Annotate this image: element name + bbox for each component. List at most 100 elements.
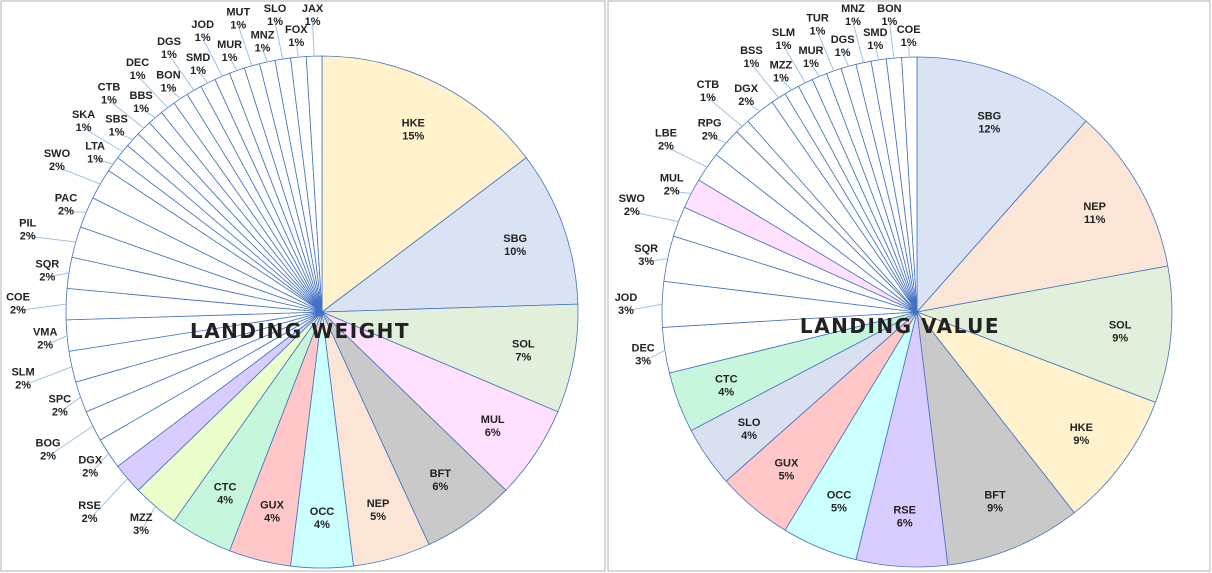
- slice-value: 2%: [82, 513, 98, 525]
- slice-label: JAX 1%: [302, 3, 324, 28]
- leader-line: [89, 478, 128, 520]
- slice-value: 2%: [37, 340, 53, 352]
- slice-label: FOX 1%: [285, 24, 308, 49]
- slice-category: DEC: [632, 343, 655, 355]
- slice-value: 1%: [773, 73, 789, 85]
- slice-value: 1%: [109, 127, 125, 139]
- slice-category: CTC: [214, 481, 237, 493]
- slice-label: MNZ 1%: [251, 29, 275, 54]
- slice-category: SBG: [503, 233, 527, 245]
- slice-category: DGX: [78, 455, 103, 467]
- leader-line: [888, 21, 895, 59]
- slice-value: 9%: [987, 502, 1003, 514]
- slice-label: SLO 1%: [264, 3, 287, 28]
- slice-value: 2%: [10, 305, 26, 317]
- slice-value: 6%: [485, 427, 501, 439]
- leader-line: [262, 48, 268, 63]
- slice-label: BFT 9%: [984, 489, 1006, 514]
- slice-label: SPC 2%: [48, 393, 71, 418]
- slice-category: MUR: [217, 39, 242, 51]
- slice-category: NEP: [1083, 201, 1106, 213]
- slice-label: MZZ 1%: [770, 60, 793, 85]
- slice-label: LTA 1%: [85, 140, 105, 165]
- slice-value: 15%: [402, 131, 424, 143]
- leader-line: [646, 257, 668, 263]
- slice-label: DEC 1%: [126, 57, 149, 82]
- slice-category: CTC: [715, 373, 738, 385]
- leader-line: [312, 21, 315, 57]
- slice-label: BBS 1%: [130, 90, 153, 115]
- pie-slice: [915, 120, 1169, 313]
- slice-category: BBS: [130, 90, 153, 102]
- slice-value: 1%: [835, 47, 851, 59]
- slice-category: MUR: [798, 45, 823, 57]
- slice-label: DGS 1%: [831, 34, 855, 59]
- slice-value: 5%: [370, 511, 386, 523]
- slice-label: SLM 1%: [772, 27, 795, 52]
- leader-line: [665, 146, 708, 168]
- slice-category: OCC: [310, 506, 335, 518]
- leader-line: [642, 349, 666, 363]
- slice-value: 1%: [776, 40, 792, 52]
- slice-label: PAC 2%: [55, 193, 77, 218]
- slice-category: COE: [897, 24, 921, 36]
- leader-line: [47, 425, 94, 457]
- slice-value: 1%: [867, 40, 883, 52]
- slice-category: SOL: [1109, 319, 1132, 331]
- slice-value: 1%: [803, 58, 819, 70]
- slice-category: LTA: [85, 140, 105, 152]
- slice-label: NEP 5%: [367, 498, 390, 523]
- slice-category: SMD: [863, 27, 888, 39]
- leader-line: [237, 25, 253, 66]
- leader-line: [140, 506, 156, 532]
- slice-category: OCC: [827, 489, 852, 501]
- leader-line: [707, 97, 743, 127]
- leader-line: [852, 21, 864, 63]
- slice-value: 3%: [635, 356, 651, 368]
- slice-label: CTC 4%: [214, 481, 237, 506]
- slice-label: LBE 2%: [655, 128, 677, 153]
- slice-category: HKE: [1070, 422, 1093, 434]
- leader-line: [842, 52, 849, 67]
- slice-label: SBG 10%: [503, 233, 527, 258]
- slice-label: MUL 6%: [481, 414, 505, 439]
- slice-value: 3%: [133, 525, 149, 537]
- slice-label: MUL 2%: [660, 172, 684, 197]
- slice-value: 2%: [738, 96, 754, 108]
- slice-value: 1%: [810, 26, 826, 38]
- slice-category: HKE: [402, 118, 425, 130]
- chart-title: LANDING VALUE: [800, 314, 1000, 338]
- slice-label: BOG 2%: [36, 437, 61, 462]
- leader-line: [780, 78, 793, 91]
- pie-slice: [916, 310, 1075, 566]
- slice-category: SBS: [105, 114, 128, 126]
- slice-value: 1%: [230, 20, 246, 32]
- slice-value: 6%: [897, 518, 913, 530]
- slice-value: 7%: [515, 352, 531, 364]
- slice-value: 2%: [52, 406, 68, 418]
- leader-line: [197, 70, 209, 84]
- slice-value: 9%: [1073, 435, 1089, 447]
- slice-category: SQR: [634, 243, 658, 255]
- slice-category: SOL: [512, 339, 535, 351]
- slice-category: SLM: [772, 27, 795, 39]
- slice-category: SLM: [11, 366, 34, 378]
- slice-label: SBG 12%: [977, 110, 1001, 135]
- slice-label: OCC 4%: [310, 506, 335, 531]
- slice-label: JOD 1%: [191, 19, 214, 44]
- slice-category: CTB: [697, 79, 720, 91]
- slice-value: 1%: [87, 153, 103, 165]
- slice-category: MUL: [481, 414, 505, 426]
- leader-line: [810, 63, 820, 77]
- slice-category: DEC: [126, 57, 149, 69]
- slice-category: MZZ: [770, 60, 793, 72]
- slice-label: OCC 5%: [827, 489, 852, 514]
- slice-category: BON: [156, 69, 181, 81]
- slice-category: PIL: [19, 217, 36, 229]
- slice-label: TUR 1%: [806, 13, 829, 38]
- slice-label: DGX 2%: [734, 83, 759, 108]
- leader-line: [116, 132, 134, 140]
- leader-line: [625, 303, 663, 312]
- slice-value: 2%: [49, 161, 65, 173]
